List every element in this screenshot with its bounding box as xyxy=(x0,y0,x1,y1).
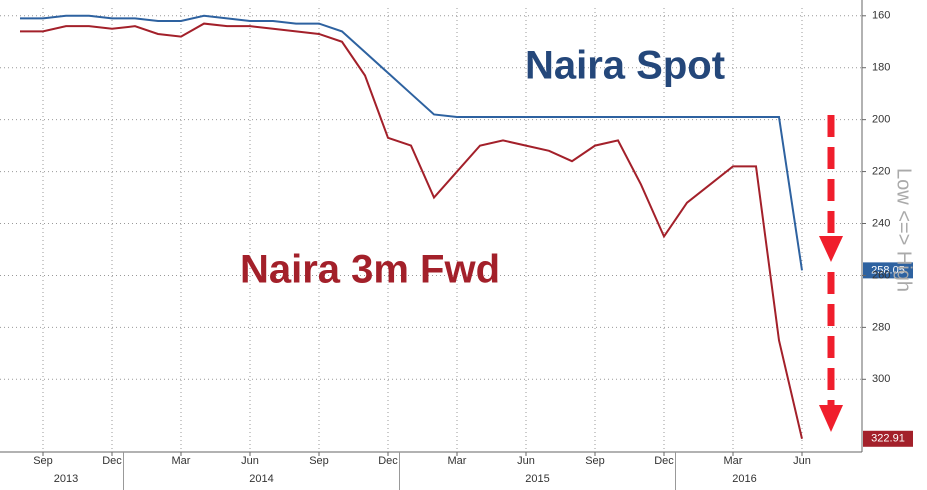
series-line xyxy=(20,14,803,271)
x-tick-label: Sep xyxy=(309,455,329,467)
y-tick-label: 300 xyxy=(872,373,890,385)
x-tick-label: Dec xyxy=(378,455,398,467)
year-label: 2013 xyxy=(54,473,78,485)
plot: 258.05 322.91 xyxy=(20,14,913,447)
y-tick-label: 260 xyxy=(872,269,890,281)
y-tick-label: 200 xyxy=(872,114,890,126)
series-label: Naira 3m Fwd xyxy=(240,248,500,292)
series-line xyxy=(20,22,803,440)
dashed-arrows xyxy=(819,115,843,432)
last-value-label: 322.91 xyxy=(871,433,905,445)
x-tick-label: Sep xyxy=(33,455,53,467)
x-tick-label: Jun xyxy=(241,455,259,467)
y-tick-label: 280 xyxy=(872,321,890,333)
year-label: 2016 xyxy=(732,473,756,485)
x-tick-label: Mar xyxy=(172,455,191,467)
y-tick-label: 240 xyxy=(872,217,890,229)
y-tick-label: 220 xyxy=(872,165,890,177)
last-value-label: 258.05 xyxy=(871,264,905,276)
x-tick-label: Mar xyxy=(448,455,467,467)
arrow-head xyxy=(819,236,843,262)
last-value-tag xyxy=(863,262,913,279)
x-tick-label: Dec xyxy=(102,455,122,467)
arrow-head xyxy=(819,405,843,432)
x-tick-label: Sep xyxy=(585,455,605,467)
annotation: Low <=> High xyxy=(893,168,915,292)
y-tick-label: 160 xyxy=(872,10,890,22)
x-tick-label: Jun xyxy=(517,455,535,467)
year-label: 2014 xyxy=(249,473,273,485)
x-tick-label: Dec xyxy=(654,455,674,467)
year-label: 2015 xyxy=(525,473,549,485)
last-value-tag xyxy=(863,430,913,447)
y-tick-label: 180 xyxy=(872,62,890,74)
series-label: Naira Spot xyxy=(525,44,725,88)
x-tick-label: Jun xyxy=(793,455,811,467)
x-tick-label: Mar xyxy=(724,455,743,467)
